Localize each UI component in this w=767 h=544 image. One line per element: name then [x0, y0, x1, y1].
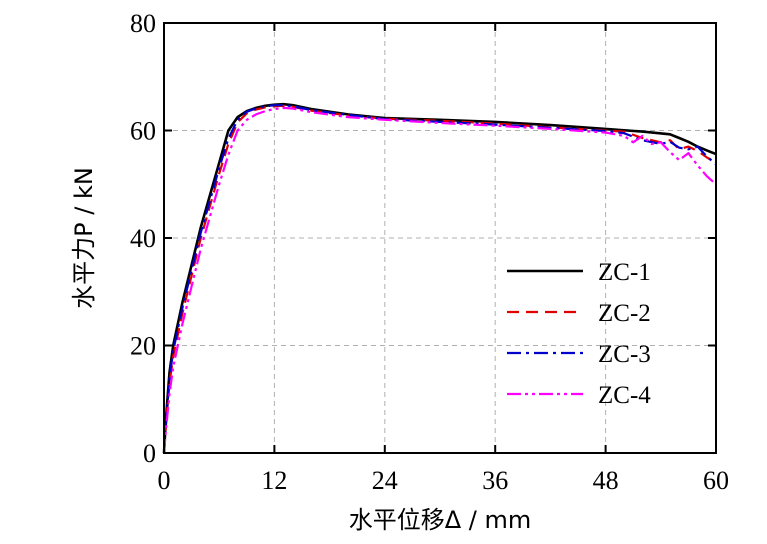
- axis-ticks: [163, 22, 717, 454]
- y-axis-title: 水平力P / kN: [70, 167, 98, 309]
- x-tick-label: 24: [372, 466, 398, 495]
- y-tick-label: 20: [130, 332, 156, 361]
- y-tick-label: 60: [130, 117, 156, 146]
- x-tick-label: 36: [482, 466, 508, 495]
- y-tick-label: 40: [130, 224, 156, 253]
- legend: ZC-1 ZC-2 ZC-3 ZC-4: [507, 259, 651, 409]
- legend-label-zc-3: ZC-3: [598, 341, 651, 368]
- series-line-zc-3: [162, 104, 717, 454]
- series-line-zc-2: [162, 104, 717, 454]
- y-tick-label: 80: [130, 9, 156, 38]
- tick-labels: 0 12 24 36 48 60 0 20 40 60 80: [130, 9, 729, 495]
- x-tick-label: 0: [158, 466, 171, 495]
- y-tick-label: 0: [143, 439, 156, 468]
- series-line-zc-4: [162, 106, 717, 454]
- x-axis-title: 水平位移Δ / mm: [349, 506, 532, 534]
- legend-label-zc-4: ZC-4: [598, 382, 651, 409]
- legend-label-zc-2: ZC-2: [598, 300, 651, 327]
- series-line-zc-1: [162, 102, 717, 454]
- x-tick-label: 12: [261, 466, 287, 495]
- legend-label-zc-1: ZC-1: [598, 259, 651, 286]
- x-tick-label: 60: [703, 466, 729, 495]
- series-lines: [162, 102, 717, 454]
- x-tick-label: 48: [593, 466, 619, 495]
